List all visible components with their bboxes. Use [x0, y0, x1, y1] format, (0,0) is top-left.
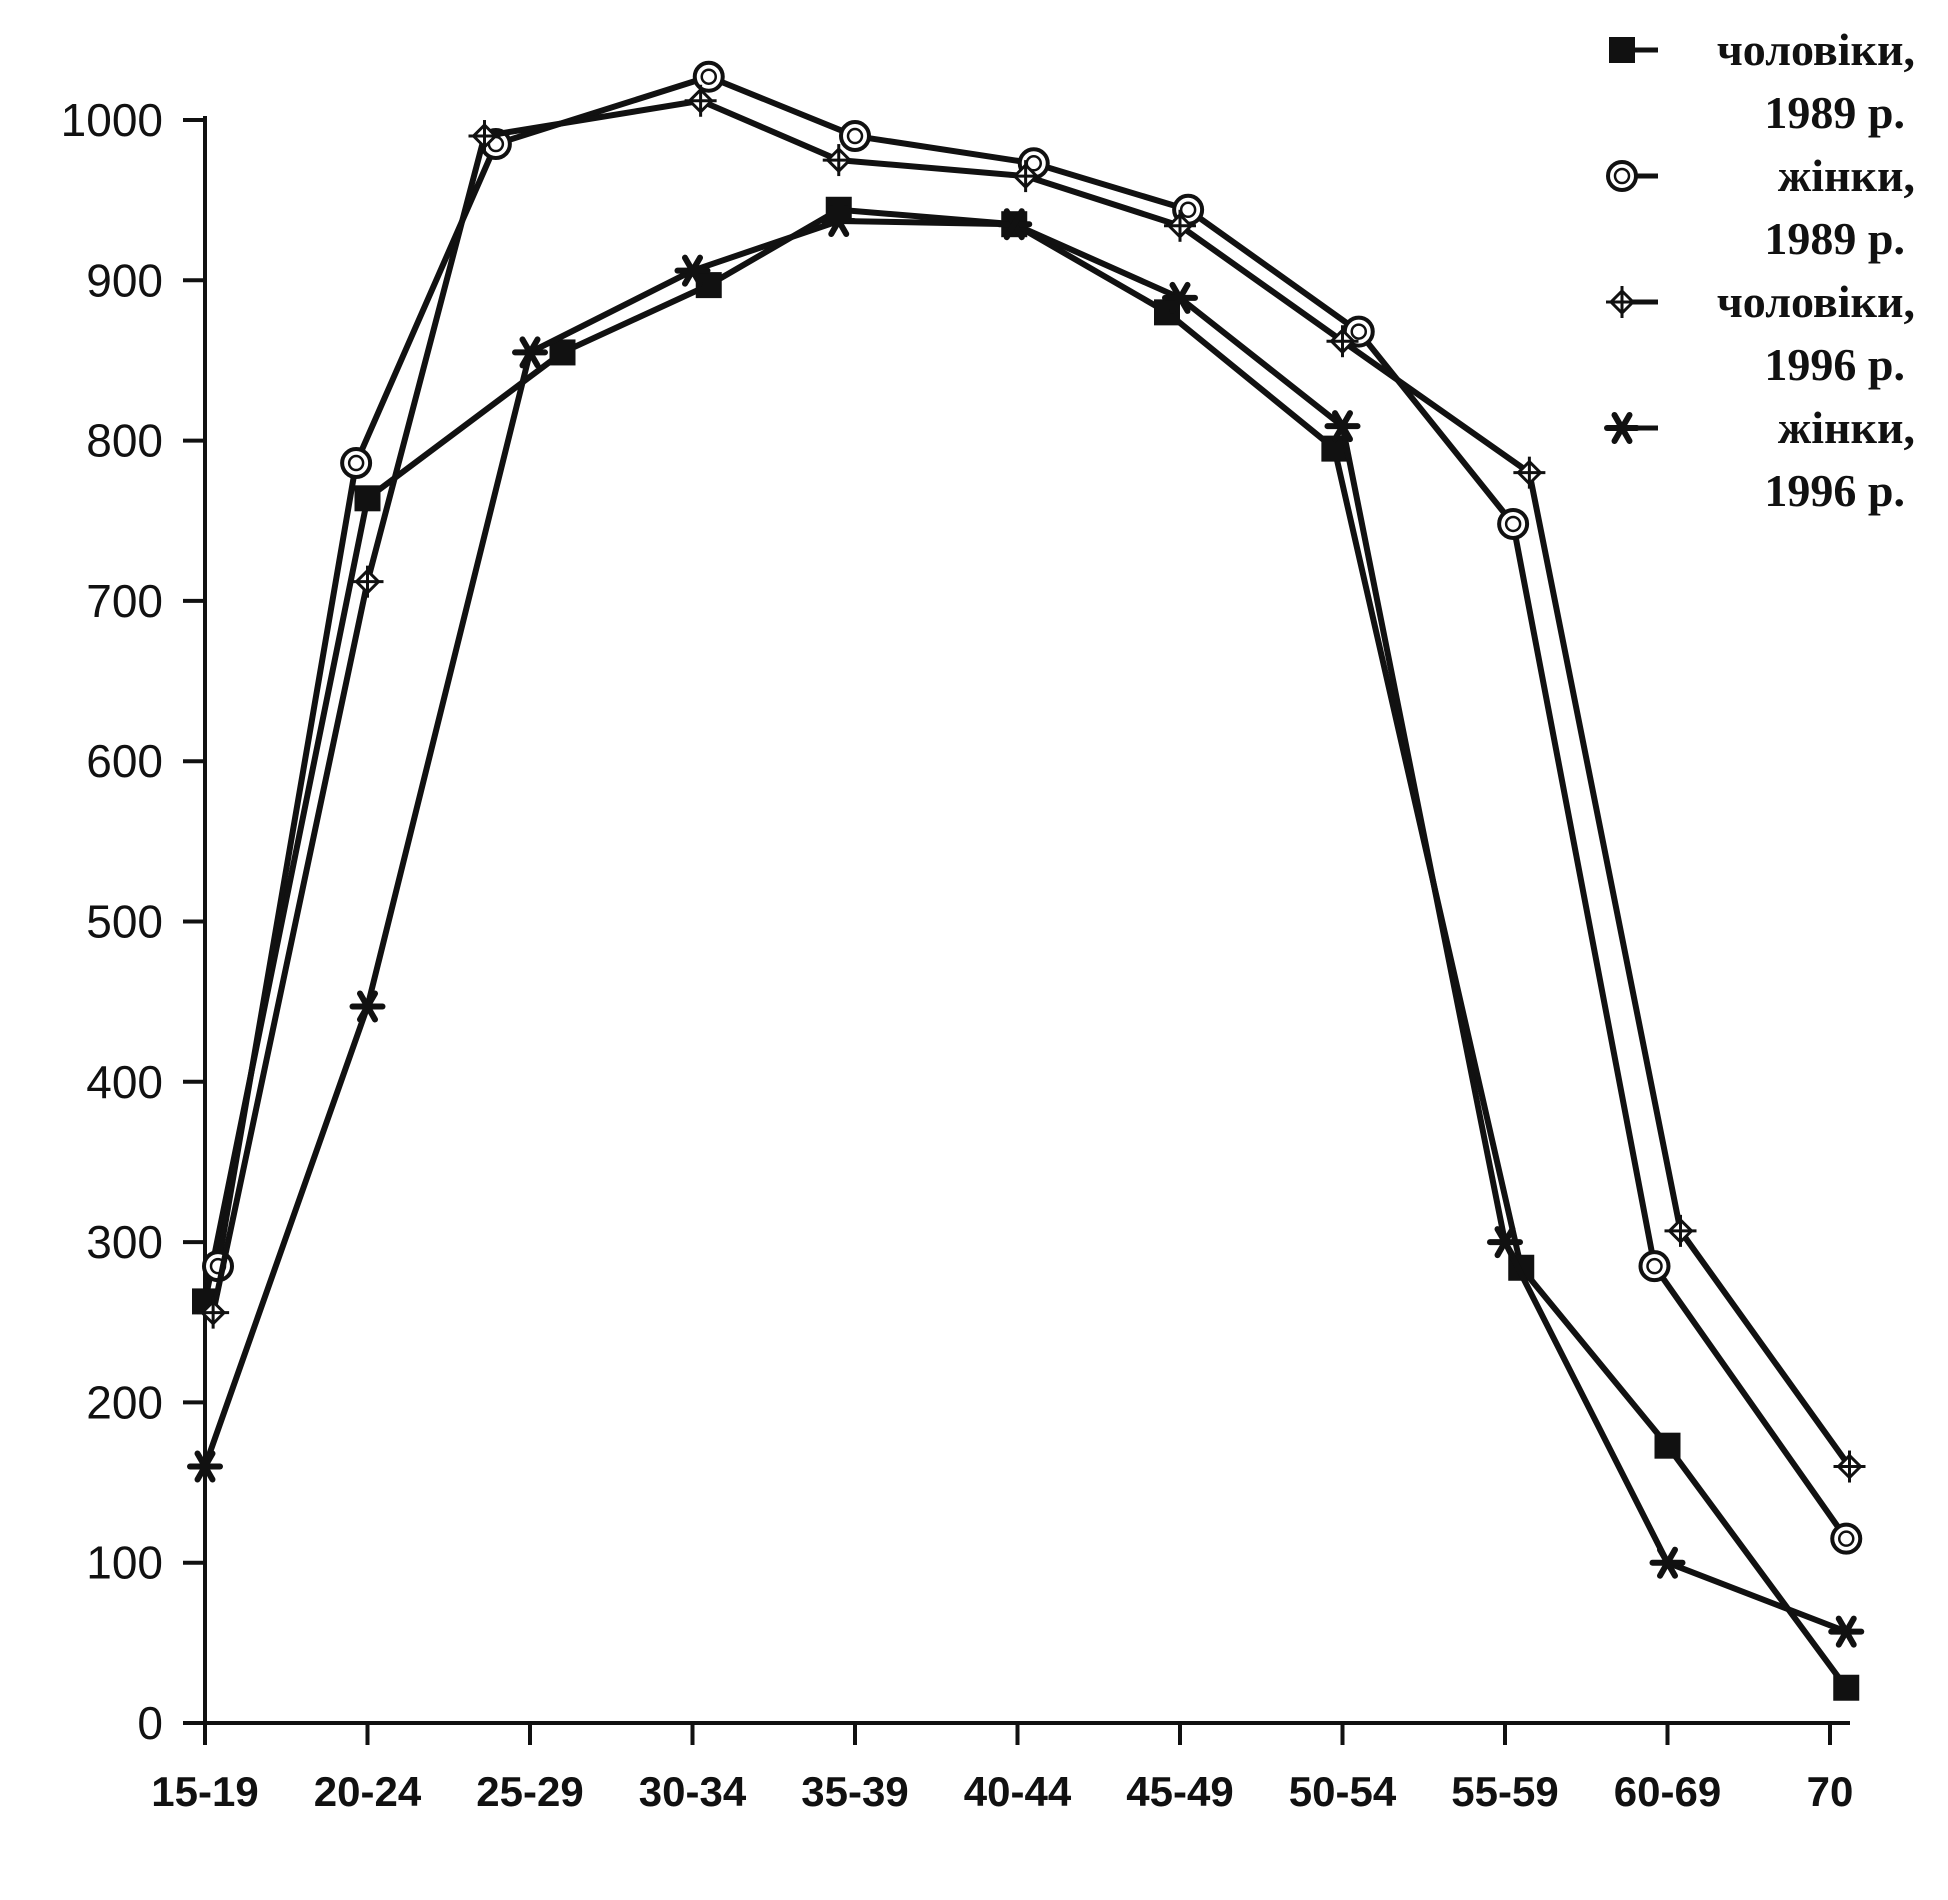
data-point — [351, 565, 384, 598]
data-point — [684, 84, 717, 117]
data-point — [822, 144, 855, 177]
data-point — [674, 254, 711, 287]
y-tick-label: 100 — [86, 1537, 163, 1589]
series-2 — [202, 60, 1863, 1555]
x-tick-label: 30-34 — [639, 1768, 747, 1815]
data-point — [1164, 209, 1196, 242]
legend-label: 1996 р. — [1764, 339, 1905, 390]
legend-entry-2: жінки, 1989 р. — [1606, 150, 1915, 264]
data-point — [349, 990, 386, 1023]
data-point — [839, 120, 871, 153]
series-line — [202, 206, 1849, 1690]
data-point — [340, 447, 373, 480]
y-tick-label: 400 — [86, 1056, 163, 1108]
data-point — [197, 1296, 230, 1329]
series-3 — [197, 84, 1866, 1483]
series-1 — [192, 196, 1860, 1701]
y-tick-label: 500 — [86, 896, 163, 948]
legend-label: чоловіки, — [1717, 24, 1915, 75]
x-tick-label: 70 — [1807, 1768, 1854, 1815]
y-tick-label: 700 — [86, 575, 163, 627]
y-tick-label: 600 — [86, 735, 163, 787]
series-line — [210, 97, 1852, 1469]
y-tick-label: 900 — [86, 254, 163, 306]
legend-label: жінки, — [1778, 402, 1915, 453]
legend-marker — [1606, 286, 1638, 318]
x-tick-label: 50-54 — [1289, 1768, 1397, 1815]
series-group — [187, 60, 1866, 1701]
x-tick-label: 25-29 — [476, 1768, 583, 1815]
data-point — [354, 485, 381, 512]
data-point — [1830, 1522, 1863, 1555]
y-tick-label: 300 — [86, 1216, 163, 1268]
legend-marker — [1609, 37, 1635, 63]
x-tick-label: 35-39 — [801, 1768, 908, 1815]
data-point — [1664, 1214, 1697, 1247]
series-4 — [187, 204, 1865, 1648]
data-point — [1654, 1432, 1681, 1459]
legend-marker — [1604, 412, 1640, 444]
legend-label: 1996 р. — [1764, 465, 1905, 516]
data-point — [1162, 281, 1198, 314]
legend-label: 1989 р. — [1764, 213, 1905, 264]
x-tick-label: 15-19 — [151, 1768, 258, 1815]
y-tick-label: 200 — [86, 1376, 163, 1428]
legend-label: жінки, — [1778, 150, 1915, 201]
data-point — [820, 204, 857, 237]
data-point — [1487, 1226, 1523, 1259]
legend-label: 1989 р. — [1764, 87, 1905, 138]
data-point — [187, 1450, 223, 1483]
legend-label: чоловіки, — [1717, 276, 1915, 327]
data-point — [1324, 410, 1361, 443]
data-point — [1638, 1250, 1671, 1283]
data-point — [468, 120, 501, 153]
data-point — [1649, 1546, 1686, 1579]
data-point — [692, 60, 725, 93]
series-line — [215, 73, 1849, 1541]
data-point — [1497, 507, 1530, 540]
y-axis-ticks: 0 100 200 300 400 500 600 700 800 900 1000 — [61, 94, 205, 1749]
y-tick-label: 800 — [86, 415, 163, 467]
data-point — [1009, 160, 1042, 193]
y-tick-label: 1000 — [61, 94, 163, 146]
y-tick-label: 0 — [137, 1697, 163, 1749]
legend-marker — [1606, 160, 1638, 192]
data-point — [996, 208, 1033, 241]
data-point — [1828, 1615, 1865, 1648]
data-point — [1326, 325, 1359, 358]
data-point — [1513, 456, 1546, 489]
x-axis-ticks: 15-19 20-24 25-29 30-34 35-39 40-44 45-49 50-54… — [151, 1723, 1853, 1815]
data-point — [512, 336, 548, 369]
x-tick-label: 45-49 — [1126, 1768, 1233, 1815]
legend-entry-3: чоловіки, 1996 р. — [1606, 276, 1915, 390]
x-tick-label: 55-59 — [1451, 1768, 1558, 1815]
legend: чоловіки, 1989 р. жінки, 1989 р. чоловіки, 19… — [1604, 24, 1915, 516]
data-point — [1833, 1674, 1860, 1701]
x-tick-label: 60-69 — [1614, 1768, 1721, 1815]
data-point — [1833, 1450, 1866, 1483]
x-tick-label: 20-24 — [314, 1768, 422, 1815]
legend-entry-4: жінки, 1996 р. — [1604, 402, 1915, 516]
x-tick-label: 40-44 — [964, 1768, 1072, 1815]
axes — [183, 116, 1850, 1725]
legend-entry-1: чоловіки, 1989 р. — [1609, 24, 1915, 138]
